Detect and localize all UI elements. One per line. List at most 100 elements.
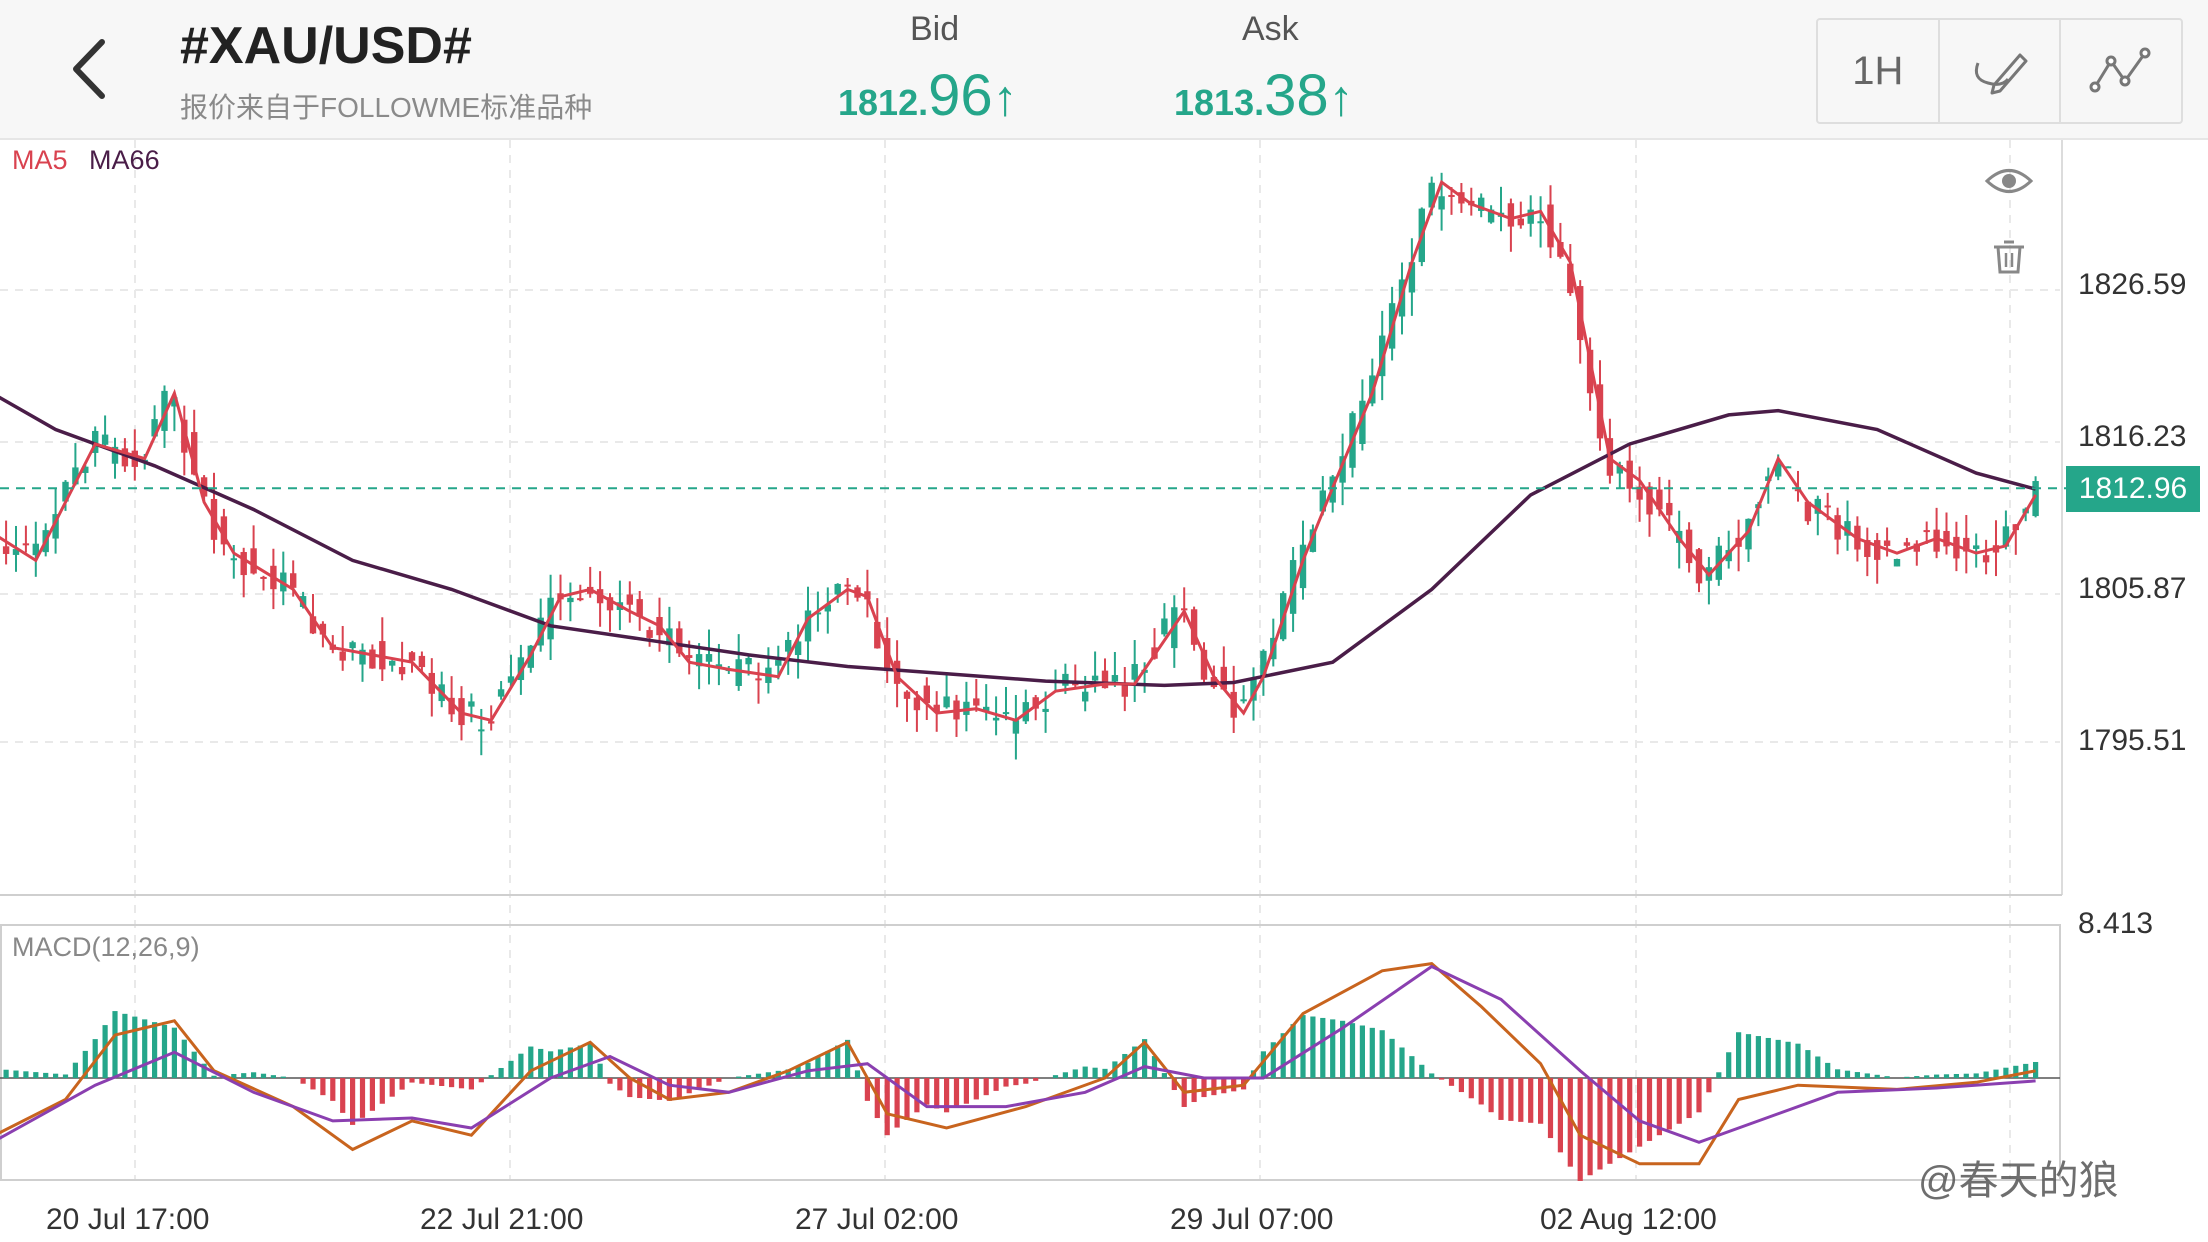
candle-body xyxy=(1567,263,1574,294)
candle-body xyxy=(171,397,178,407)
macd-histogram-bar xyxy=(1062,1072,1068,1078)
ma5-line xyxy=(0,179,2037,723)
candle-body xyxy=(72,467,79,485)
macd-histogram-bar xyxy=(825,1051,831,1078)
candle-body xyxy=(339,651,346,661)
candle-body xyxy=(220,516,228,545)
candle-body xyxy=(12,549,20,555)
macd-histogram-bar xyxy=(1637,1078,1643,1147)
macd-histogram-bar xyxy=(567,1047,573,1078)
macd-histogram-bar xyxy=(429,1078,435,1085)
macd-histogram-bar xyxy=(587,1043,593,1078)
draw-tool-button[interactable] xyxy=(1940,20,2062,122)
candle-body xyxy=(1973,545,1980,549)
macd-histogram-bar xyxy=(231,1073,237,1078)
macd-histogram-bar xyxy=(1874,1074,1880,1078)
macd-histogram-bar xyxy=(310,1078,316,1090)
price-tick-label: 1805.87 xyxy=(2078,572,2187,605)
macd-histogram-bar xyxy=(1409,1056,1415,1078)
macd-histogram-bar xyxy=(1983,1071,1989,1078)
macd-histogram-bar xyxy=(508,1060,514,1078)
candle-body xyxy=(1537,221,1544,224)
quote-source-label: 报价来自于FOLLOWME标准品种 xyxy=(180,92,593,123)
candle-body xyxy=(1240,699,1247,702)
macd-legend: MACD(12,26,9) xyxy=(12,932,200,962)
macd-histogram-bar xyxy=(251,1072,257,1078)
macd-histogram-bar xyxy=(1765,1037,1771,1078)
delete-indicator-button[interactable] xyxy=(1991,239,2027,280)
timeframe-button[interactable]: 1H xyxy=(1818,20,1940,122)
indicator-button[interactable] xyxy=(2061,20,2181,122)
macd-histogram-bar xyxy=(152,1022,158,1078)
chart-grid xyxy=(0,140,2063,1180)
candle-body xyxy=(1685,529,1693,564)
candle-body xyxy=(1438,196,1445,210)
macd-histogram-bar xyxy=(1706,1078,1712,1093)
macd-histogram-bar xyxy=(1587,1078,1593,1176)
candle-body xyxy=(1478,197,1485,211)
candle-body xyxy=(62,481,69,502)
macd-histogram-bar xyxy=(1389,1038,1395,1078)
candle-body xyxy=(1666,502,1673,516)
macd-histogram-bar xyxy=(1914,1076,1920,1078)
macd-histogram-bar xyxy=(1340,1020,1346,1078)
back-button[interactable] xyxy=(62,36,122,102)
candle-body xyxy=(1101,670,1109,689)
candle-body xyxy=(1062,673,1069,686)
candle-body xyxy=(1309,529,1317,552)
macd-histogram-bar xyxy=(1904,1076,1910,1078)
candle-body xyxy=(1032,697,1039,709)
candle-body xyxy=(1042,708,1049,712)
macd-histogram-bar xyxy=(320,1078,326,1096)
macd-histogram-bar xyxy=(716,1078,722,1082)
ma66-line xyxy=(0,395,2037,688)
macd-histogram-bar xyxy=(488,1075,494,1078)
toggle-visibility-button[interactable] xyxy=(1984,164,2034,203)
candle-body xyxy=(1200,649,1208,680)
candle-body xyxy=(1893,558,1901,567)
macd-histogram-bar xyxy=(944,1078,950,1113)
macd-histogram-bar xyxy=(379,1078,385,1104)
time-tick-label: 02 Aug 12:00 xyxy=(1540,1203,1717,1236)
macd-histogram-bar xyxy=(617,1078,623,1091)
macd-histogram-bar xyxy=(359,1078,366,1118)
macd-histogram-bar xyxy=(132,1016,138,1078)
price-chart[interactable] xyxy=(0,140,2208,1242)
macd-histogram-bar xyxy=(439,1078,445,1087)
candle-body xyxy=(1616,465,1623,474)
macd-histogram-bar xyxy=(1478,1078,1484,1105)
candle-body xyxy=(1834,515,1841,540)
candle-body xyxy=(1082,691,1089,702)
candle-body xyxy=(250,548,257,574)
macd-histogram-bar xyxy=(785,1069,791,1078)
macd-histogram-bar xyxy=(963,1078,969,1104)
candle-body xyxy=(973,698,980,706)
candle-body xyxy=(319,623,327,635)
macd-histogram-bar xyxy=(419,1078,425,1084)
macd-histogram-bar xyxy=(1795,1043,1801,1078)
macd-histogram-bar xyxy=(201,1063,207,1078)
macd-histogram-bar xyxy=(1419,1064,1425,1078)
macd-histogram-bar xyxy=(1557,1078,1563,1153)
macd-histogram-bar xyxy=(191,1051,197,1078)
candle-body xyxy=(735,659,742,687)
macd-histogram-bar xyxy=(2033,1061,2039,1078)
candle-body xyxy=(1883,540,1891,546)
bid-price-digits: 96 xyxy=(928,63,993,128)
current-price-tag: 1812.96 xyxy=(2066,466,2200,512)
macd-max-label: 8.413 xyxy=(2078,907,2154,940)
candle-body xyxy=(181,419,188,453)
macd-histogram-bar xyxy=(1082,1066,1088,1078)
candle-body xyxy=(1299,544,1307,589)
candle-body xyxy=(1557,242,1564,257)
candle-body xyxy=(1408,262,1416,293)
macd-histogram-bar xyxy=(1013,1078,1019,1086)
macd-histogram-bar xyxy=(1538,1078,1544,1124)
candle-body xyxy=(349,642,356,649)
candle-body xyxy=(151,419,158,437)
macd-histogram-bar xyxy=(904,1078,910,1120)
candle-body xyxy=(686,655,693,658)
candle-body xyxy=(1131,664,1138,680)
macd-histogram-bar xyxy=(13,1070,19,1078)
macd-histogram-bar xyxy=(280,1076,286,1078)
